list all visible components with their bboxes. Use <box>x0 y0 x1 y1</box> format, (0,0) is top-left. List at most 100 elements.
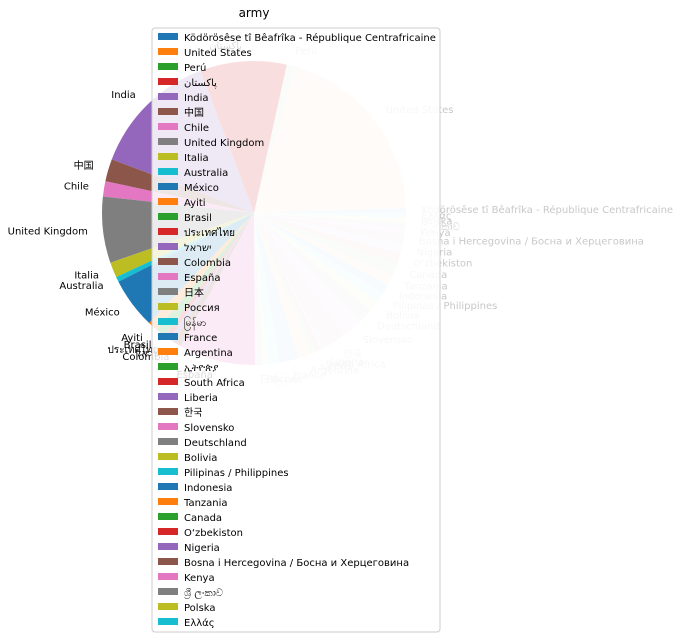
legend-swatch <box>158 318 178 325</box>
legend-swatch <box>158 513 178 520</box>
legend-label: 中国 <box>184 106 204 119</box>
legend-swatch <box>158 393 178 400</box>
legend-swatch <box>158 93 178 100</box>
legend-label: United Kingdom <box>184 138 264 149</box>
legend-swatch <box>158 258 178 265</box>
legend-swatch <box>158 603 178 610</box>
legend-label: Россия <box>184 303 220 314</box>
legend-label: Liberia <box>184 393 218 404</box>
legend-label: Chile <box>184 123 209 134</box>
legend-swatch <box>158 378 178 385</box>
legend-swatch <box>158 288 178 295</box>
legend-swatch <box>158 333 178 340</box>
legend-label: Bolivia <box>184 453 217 464</box>
legend-swatch <box>158 558 178 565</box>
legend-label: Nigeria <box>184 543 220 554</box>
slice-label: Bosna i Hercegovina / Босна и Херцеговин… <box>419 236 644 247</box>
legend-label: မြန်မာ <box>184 315 206 331</box>
legend-swatch <box>158 528 178 535</box>
legend-swatch <box>158 588 178 595</box>
legend-swatch <box>158 273 178 280</box>
legend-swatch <box>158 573 178 580</box>
legend-label: Slovensko <box>184 423 234 434</box>
legend-swatch <box>158 63 178 70</box>
legend-swatch <box>158 228 178 235</box>
legend-swatch <box>158 453 178 460</box>
legend-label: Bosna i Hercegovina / Босна и Херцеговин… <box>184 558 409 569</box>
legend-swatch <box>158 543 178 550</box>
legend-label: Tanzania <box>183 498 228 509</box>
slice-label: ישראל <box>136 348 163 359</box>
legend-label: Pilipinas / Philippines <box>184 468 289 479</box>
legend-swatch <box>158 153 178 160</box>
legend-label: Italia <box>184 153 209 164</box>
legend-label: ኢትዮጵያ <box>184 363 218 374</box>
legend-swatch <box>158 78 178 85</box>
slice-label: México <box>85 307 120 319</box>
slice-label: United Kingdom <box>8 227 88 238</box>
legend-label: Perú <box>184 62 206 74</box>
legend-swatch <box>158 303 178 310</box>
legend-label: India <box>184 93 209 104</box>
legend-label: Ködörösêse tî Bêafrîka - République Cent… <box>184 32 436 44</box>
legend-swatch <box>158 618 178 625</box>
legend-label: پاکستان <box>184 78 217 89</box>
legend-label: 日本 <box>184 286 204 299</box>
legend-label: O‘zbekiston <box>184 528 243 539</box>
legend-label: Polska <box>184 603 216 614</box>
legend-swatch <box>158 198 178 205</box>
slice-label: Chile <box>64 181 89 192</box>
legend-label: Brasil <box>184 213 212 224</box>
legend-label: Argentina <box>184 348 233 359</box>
legend-label: Ayiti <box>184 198 206 209</box>
legend-label: España <box>184 273 220 284</box>
legend-label: ශ්‍රී ලංකාව <box>184 588 223 599</box>
slice-label: Ayiti <box>121 333 143 344</box>
slice-label: Colombia <box>122 352 169 363</box>
legend: Ködörösêse tî Bêafrîka - République Cent… <box>151 27 441 633</box>
legend-frame <box>151 27 441 633</box>
legend-label: Canada <box>184 513 222 524</box>
slice-label: O‘zbekiston <box>413 258 472 269</box>
legend-swatch <box>158 183 178 190</box>
legend-swatch <box>158 363 178 370</box>
legend-label: Deutschland <box>184 438 247 449</box>
legend-label: Australia <box>184 168 228 179</box>
slice-label: Brasil <box>124 340 152 351</box>
legend-swatch <box>158 408 178 415</box>
legend-label: ישראל <box>184 243 211 254</box>
legend-label: Kenya <box>184 573 215 584</box>
legend-swatch <box>158 348 178 355</box>
legend-swatch <box>158 423 178 430</box>
legend-swatch <box>158 498 178 505</box>
legend-label: United States <box>184 48 252 59</box>
legend-label: Colombia <box>184 258 231 269</box>
slice-label: ประเทศไทย <box>107 344 158 356</box>
legend-label: México <box>184 182 219 194</box>
slice-label: Ködörösêse tî Bêafrîka - République Cent… <box>421 204 673 216</box>
legend-items: Ködörösêse tî Bêafrîka - République Cent… <box>158 32 436 629</box>
legend-label: France <box>184 333 217 344</box>
legend-label: 한국 <box>184 407 202 419</box>
slice-label: Italia <box>74 271 99 282</box>
slice-label: India <box>111 90 136 101</box>
legend-swatch <box>158 438 178 445</box>
legend-label: ประเทศไทย <box>184 227 235 239</box>
legend-label: Ελλάς <box>184 617 215 629</box>
slice-label: Pilipinas / Philippines <box>393 301 498 312</box>
legend-swatch <box>158 243 178 250</box>
legend-label: Indonesia <box>184 483 232 494</box>
chart-title: army <box>239 6 270 20</box>
legend-swatch <box>158 138 178 145</box>
legend-swatch <box>158 168 178 175</box>
legend-swatch <box>158 33 178 40</box>
legend-swatch <box>158 48 178 55</box>
legend-swatch <box>158 483 178 490</box>
slice-label: 中国 <box>74 159 94 172</box>
legend-swatch <box>158 468 178 475</box>
legend-swatch <box>158 108 178 115</box>
legend-swatch <box>158 213 178 220</box>
legend-swatch <box>158 123 178 130</box>
